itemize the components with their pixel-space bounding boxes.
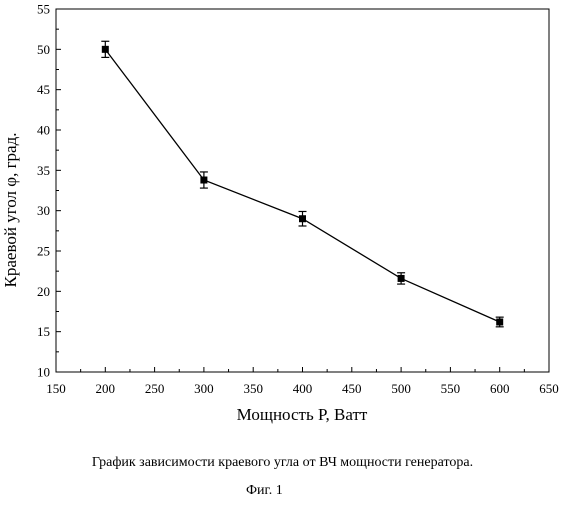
x-tick-label: 600 bbox=[490, 381, 510, 396]
x-tick-label: 550 bbox=[441, 381, 461, 396]
data-point bbox=[102, 46, 109, 53]
x-tick-label: 650 bbox=[539, 381, 559, 396]
data-point bbox=[200, 177, 207, 184]
y-tick-label: 30 bbox=[37, 203, 50, 218]
x-tick-label: 350 bbox=[243, 381, 263, 396]
series-line bbox=[105, 49, 499, 322]
x-tick-label: 500 bbox=[391, 381, 411, 396]
y-tick-label: 10 bbox=[37, 365, 50, 380]
y-tick-label: 40 bbox=[37, 123, 50, 138]
x-tick-label: 300 bbox=[194, 381, 214, 396]
y-tick-label: 25 bbox=[37, 244, 50, 259]
series bbox=[101, 41, 503, 327]
plot-frame bbox=[56, 9, 549, 372]
axes bbox=[56, 9, 549, 372]
ticks: 150 200 250 300 350 400 450 500 550 600 650 10 15 20 2… bbox=[37, 2, 559, 397]
data-point bbox=[398, 275, 405, 282]
x-tick-label: 150 bbox=[46, 381, 66, 396]
y-tick-label: 55 bbox=[37, 2, 50, 17]
y-tick-label: 35 bbox=[37, 163, 50, 178]
data-point bbox=[299, 215, 306, 222]
y-tick-label: 20 bbox=[37, 284, 50, 299]
x-tick-label: 450 bbox=[342, 381, 362, 396]
x-tick-label: 250 bbox=[145, 381, 165, 396]
y-tick-label: 15 bbox=[37, 324, 50, 339]
y-tick-label: 50 bbox=[37, 42, 50, 57]
data-point bbox=[496, 318, 503, 325]
y-axis-label: Краевой угол φ, град. bbox=[1, 133, 20, 288]
chart-caption: График зависимости краевого угла от ВЧ м… bbox=[0, 455, 565, 471]
y-tick-label: 45 bbox=[37, 82, 50, 97]
x-axis-label: Мощность P, Ватт bbox=[237, 405, 368, 424]
x-tick-label: 400 bbox=[293, 381, 313, 396]
x-tick-label: 200 bbox=[96, 381, 116, 396]
figure-number: Фиг. 1 bbox=[246, 483, 283, 499]
